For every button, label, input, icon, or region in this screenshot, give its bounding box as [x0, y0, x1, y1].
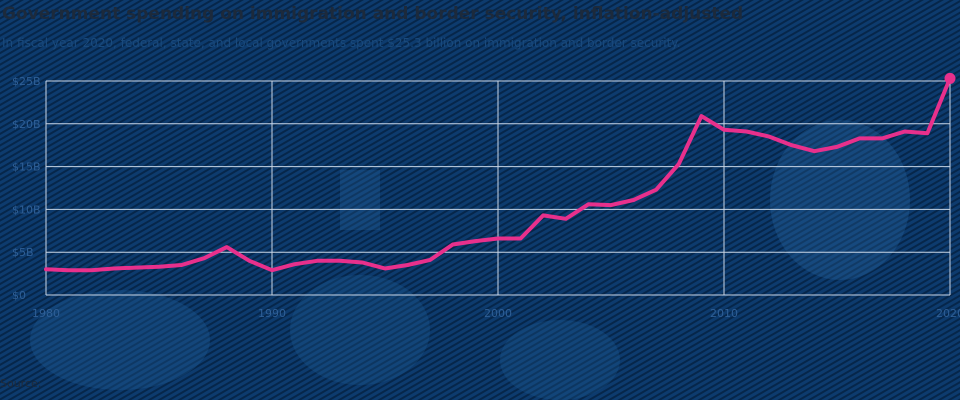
x-tick-label: 2010 [710, 307, 738, 320]
chart-subtitle: In fiscal year 2020, federal, state, and… [2, 36, 681, 50]
source-label: Source: [0, 377, 42, 390]
x-tick-label: 2000 [484, 307, 512, 320]
source-note: Source: [0, 377, 195, 390]
data-point [944, 72, 956, 84]
y-tick-label: $20B [12, 118, 41, 131]
y-tick-label: $0 [12, 289, 26, 302]
x-tick-label: 1980 [32, 307, 60, 320]
y-tick-label: $5B [12, 246, 34, 259]
series-line [44, 76, 952, 273]
y-tick-label: $15B [12, 161, 41, 174]
y-tick-label: $25B [12, 75, 41, 88]
x-tick-label: 2020 [936, 307, 960, 320]
y-tick-label: $10B [12, 203, 41, 216]
x-tick-label: 1990 [258, 307, 286, 320]
chart-title: Government spending on immigration and b… [2, 4, 744, 24]
